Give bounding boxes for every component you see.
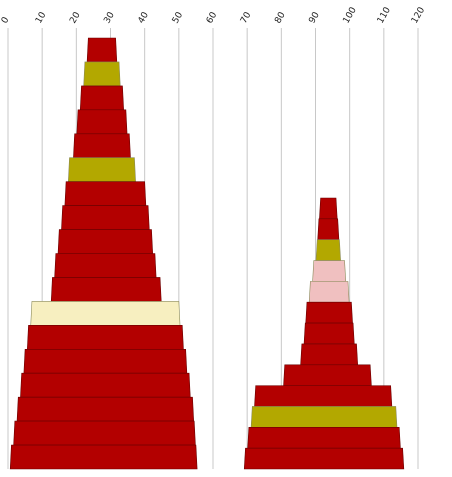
x-tick-label-100: 100 — [342, 5, 359, 25]
x-tick-label-80: 80 — [273, 10, 288, 25]
stack-1-band-3 — [79, 85, 124, 111]
stack-1-band-9 — [57, 229, 154, 254]
stack-1-band-17 — [13, 420, 196, 446]
stack-2-band-12 — [247, 427, 401, 449]
stack-1-band-4 — [76, 109, 128, 135]
stack-2-band-3 — [315, 239, 341, 261]
stack-1-band-6 — [67, 157, 136, 182]
stack-1-band-1 — [86, 37, 118, 63]
stack-bands — [9, 37, 405, 470]
stack-1-band-11 — [50, 277, 162, 302]
stack-2-band-11 — [250, 406, 398, 428]
stack-1-band-16 — [16, 396, 195, 422]
x-tick-label-110: 110 — [376, 5, 393, 25]
stack-1-band-2 — [83, 61, 121, 87]
stack-1-band-15 — [20, 372, 191, 398]
stack-2-band-7 — [303, 322, 355, 345]
x-axis-tick-labels: 0 10 20 30 40 50 60 70 80 90 100 110 120 — [0, 5, 427, 25]
stack-2-band-10 — [254, 385, 393, 407]
stack-2-band-4 — [312, 260, 347, 282]
stack-1-band-10 — [54, 253, 157, 278]
stack-2-band-2 — [317, 218, 340, 240]
x-tick-label-90: 90 — [307, 10, 322, 25]
stack-1-band-8 — [61, 205, 150, 230]
stack-1-band-18 — [9, 444, 198, 470]
stack-1-band-12 — [30, 301, 181, 326]
stack-2-band-13 — [243, 447, 405, 470]
stack-1-band-13 — [26, 325, 184, 350]
x-tick-label-50: 50 — [171, 10, 186, 25]
stack-2-band-1 — [319, 197, 338, 220]
stack-1-band-14 — [23, 348, 188, 374]
x-tick-label-120: 120 — [410, 5, 427, 25]
x-tick-label-20: 20 — [68, 10, 83, 25]
x-tick-label-0: 0 — [0, 15, 12, 25]
stack-2-band-5 — [308, 281, 350, 303]
stack-2-band-8 — [300, 343, 359, 366]
x-tick-label-70: 70 — [239, 10, 254, 25]
x-tick-label-10: 10 — [34, 10, 49, 25]
stack-2-band-9 — [283, 364, 372, 386]
x-tick-label-60: 60 — [205, 10, 220, 25]
stack-2-band-6 — [305, 301, 353, 324]
x-tick-label-40: 40 — [137, 10, 152, 25]
stack-1-band-7 — [64, 181, 147, 206]
stack-1-band-5 — [73, 133, 131, 159]
x-tick-label-30: 30 — [102, 10, 117, 25]
